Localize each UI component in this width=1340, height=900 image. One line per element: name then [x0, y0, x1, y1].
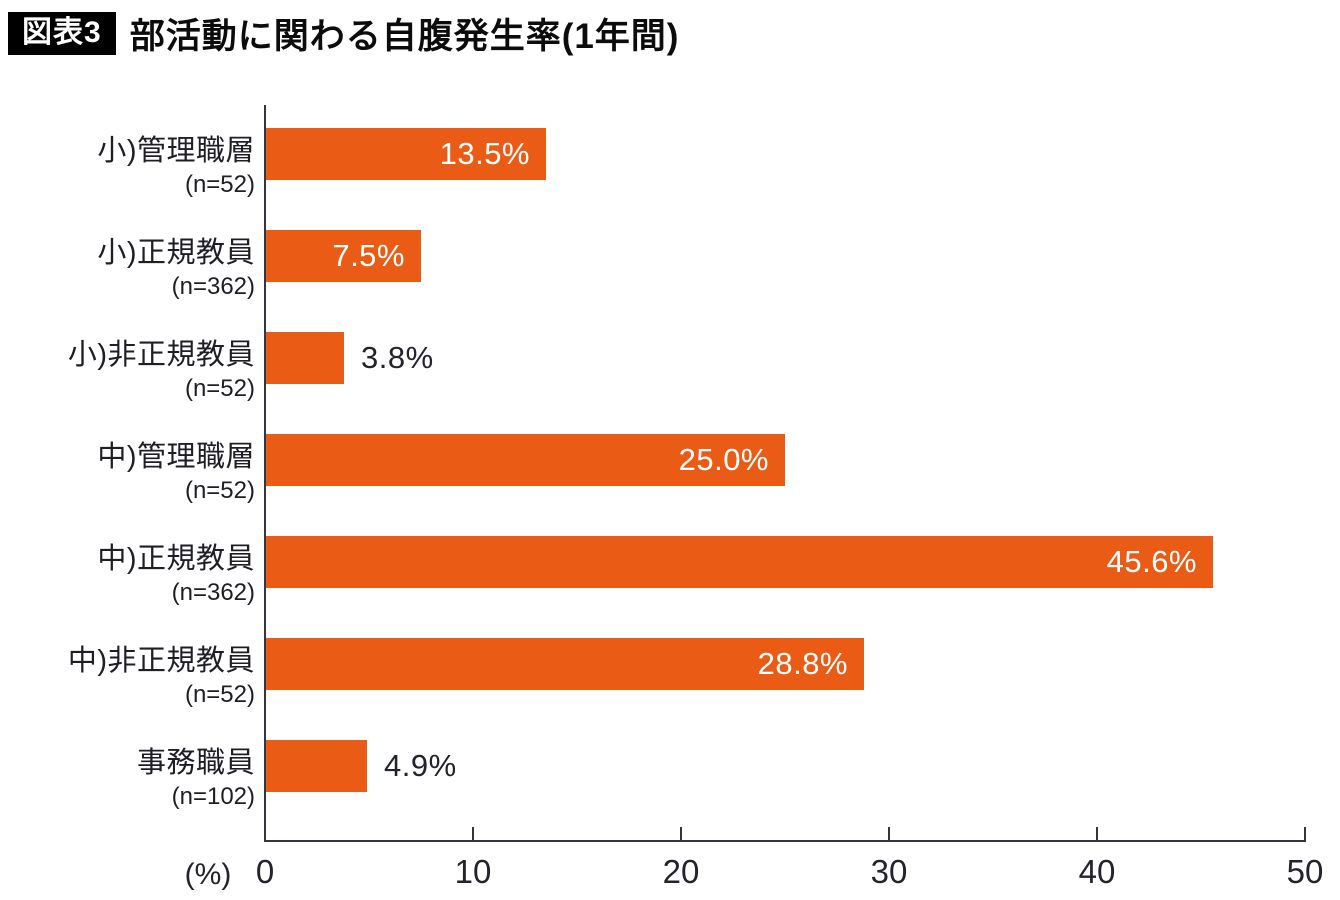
- bar-value-label: 28.8%: [757, 646, 848, 681]
- bar: 13.5%: [265, 128, 546, 180]
- x-axis-tick-label: 0: [255, 853, 275, 890]
- bar-value-label: 45.6%: [1106, 544, 1197, 579]
- category-label: 小)非正規教員 (n=52): [0, 337, 255, 403]
- category-label: 小)正規教員 (n=362): [0, 235, 255, 301]
- category-label: 小)管理職層 (n=52): [0, 133, 255, 199]
- x-axis-tick-label: 30: [870, 853, 908, 890]
- bar: 7.5%: [265, 230, 421, 282]
- category-sample-size: (n=52): [184, 477, 255, 504]
- bar: 28.8%: [265, 638, 864, 690]
- x-axis-line: [264, 840, 1306, 842]
- category-name: 中)非正規教員: [67, 645, 255, 677]
- category-label: 中)非正規教員 (n=52): [0, 643, 255, 709]
- bar-value-label: 25.0%: [678, 442, 769, 477]
- category-name: 事務職員: [136, 747, 255, 779]
- y-axis-line: [264, 105, 266, 842]
- bar: 45.6%: [265, 536, 1213, 588]
- category-sample-size: (n=52): [184, 681, 255, 708]
- category-name: 小)管理職層: [97, 135, 255, 167]
- category-label: 中)管理職層 (n=52): [0, 439, 255, 505]
- bar-value-label: 13.5%: [439, 136, 530, 171]
- x-axis-tick: [680, 827, 682, 840]
- x-axis-tick-label: 50: [1286, 853, 1324, 890]
- x-axis-tick: [1304, 827, 1306, 840]
- x-axis-tick: [1096, 827, 1098, 840]
- figure-title-bar: 図表3 部活動に関わる自腹発生率(1年間): [8, 8, 679, 58]
- bar-value-label: 7.5%: [332, 238, 405, 273]
- figure-number-badge: 図表3: [8, 11, 116, 55]
- x-axis-unit-label: (%): [184, 858, 232, 891]
- category-name: 中)管理職層: [97, 441, 255, 473]
- category-sample-size: (n=102): [171, 783, 255, 810]
- category-label: 中)正規教員 (n=362): [0, 541, 255, 607]
- x-axis-tick: [472, 827, 474, 840]
- bar: [265, 740, 367, 792]
- x-axis-tick: [888, 827, 890, 840]
- category-name: 小)非正規教員: [67, 339, 255, 371]
- category-sample-size: (n=362): [171, 273, 255, 300]
- category-sample-size: (n=52): [184, 171, 255, 198]
- x-axis-tick-label: 20: [662, 853, 700, 890]
- category-label: 事務職員 (n=102): [0, 745, 255, 811]
- bar-value-label: 3.8%: [361, 340, 434, 375]
- figure-title: 部活動に関わる自腹発生率(1年間): [129, 16, 680, 56]
- bar-value-label: 4.9%: [384, 748, 457, 783]
- category-name: 中)正規教員: [97, 543, 255, 575]
- bar: [265, 332, 344, 384]
- bar: 25.0%: [265, 434, 785, 486]
- x-axis-tick-label: 40: [1078, 853, 1116, 890]
- category-name: 小)正規教員: [97, 237, 255, 269]
- category-sample-size: (n=362): [171, 579, 255, 606]
- x-axis-tick-label: 10: [454, 853, 492, 890]
- category-sample-size: (n=52): [184, 375, 255, 402]
